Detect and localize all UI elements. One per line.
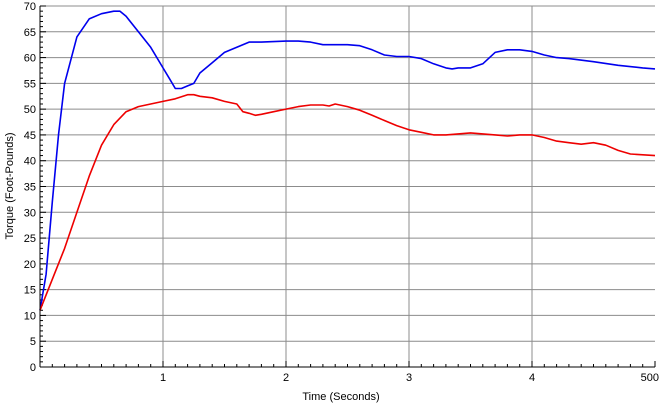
y-tick-label: 55 [24,78,36,90]
series-layer [39,10,656,311]
y-tick-label: 5 [30,336,36,348]
y-tick-label: 45 [24,130,36,142]
tick-labels: 0 5 10 15 20 25 30 35 40 45 50 55 60 65 70 1 2 3 4 500 [24,1,659,384]
x-tick-label: 3 [406,372,412,384]
axes [39,6,655,368]
y-tick-label: 40 [24,156,36,168]
y-tick-label: 35 [24,182,36,194]
y-axis-title: Torque (Foot-Pounds) [4,133,16,240]
y-tick-label: 20 [24,259,36,271]
x-tick-label: 4 [529,372,535,384]
y-tick-label: 10 [24,310,36,322]
y-tick-label: 65 [24,27,36,39]
y-tick-label: 30 [24,207,36,219]
x-tick-label: 1 [160,372,166,384]
y-tick-label: 60 [24,53,36,65]
series-line-2 [39,93,656,311]
x-axis-title: Time (Seconds) [302,391,379,403]
series-line-1 [39,10,656,311]
x-tick-label: 500 [641,372,659,384]
y-tick-label: 15 [24,285,36,297]
y-tick-label: 25 [24,233,36,245]
y-tick-label: 50 [24,104,36,116]
y-tick-label: 70 [24,1,36,13]
y-tick-label: 0 [30,362,36,374]
x-tick-label: 2 [283,372,289,384]
grid [40,5,655,367]
